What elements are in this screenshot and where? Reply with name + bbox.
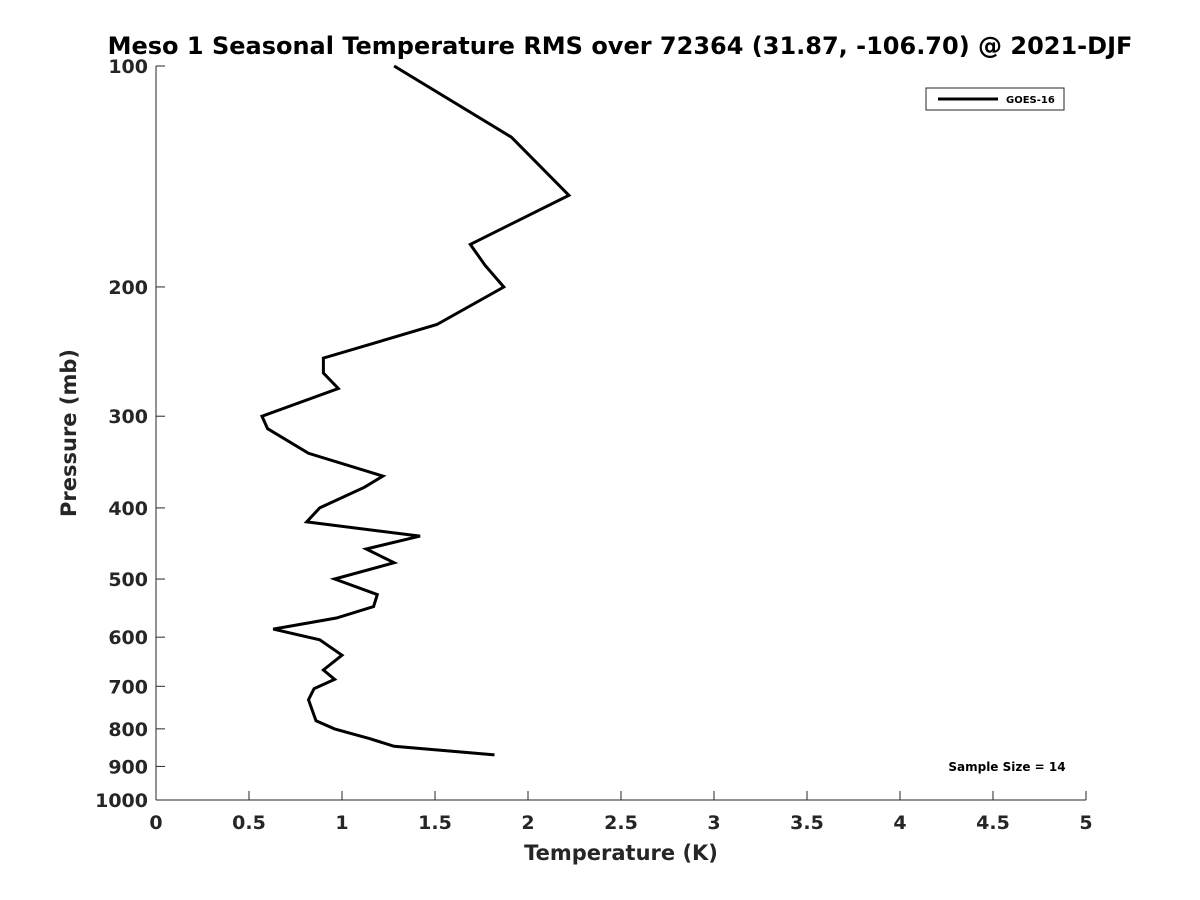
x-tick-label: 2.5	[604, 812, 638, 834]
x-tick-label: 3	[707, 812, 720, 834]
y-tick-label: 1000	[95, 790, 148, 812]
y-tick-label: 100	[108, 56, 148, 78]
sample-size-annotation: Sample Size = 14	[948, 760, 1065, 774]
y-tick-label: 800	[108, 719, 148, 741]
series-layer	[259, 64, 572, 757]
x-tick-label: 3.5	[790, 812, 824, 834]
series-line-goes-16	[259, 64, 572, 757]
y-tick-label: 400	[108, 498, 148, 520]
x-tick-label: 0	[149, 812, 162, 834]
x-axis-ticks: 0 0.5 1 1.5 2 2.5 3 3.5 4 4.5 5	[149, 791, 1093, 834]
x-tick-label: 5	[1079, 812, 1092, 834]
y-tick-label: 300	[108, 406, 148, 428]
x-axis-label: Temperature (K)	[524, 841, 718, 865]
y-tick-label: 200	[108, 277, 148, 299]
plot-axes	[155, 66, 1086, 801]
y-tick-label: 700	[108, 676, 148, 698]
x-tick-label: 0.5	[232, 812, 266, 834]
x-tick-label: 1.5	[418, 812, 452, 834]
x-tick-label: 4	[893, 812, 906, 834]
x-tick-label: 1	[335, 812, 348, 834]
x-tick-label: 4.5	[976, 812, 1010, 834]
y-axis-label: Pressure (mb)	[57, 349, 81, 517]
chart-title: Meso 1 Seasonal Temperature RMS over 723…	[108, 32, 1133, 60]
y-tick-label: 900	[108, 756, 148, 778]
y-tick-label: 600	[108, 627, 148, 649]
y-tick-label: 500	[108, 569, 148, 591]
y-axis-ticks: 100 200 300 400 500 600 700 800 900 1000	[95, 56, 165, 812]
x-tick-label: 2	[521, 812, 534, 834]
legend: GOES-16	[925, 87, 1065, 111]
legend-label-goes-16: GOES-16	[1006, 95, 1055, 106]
